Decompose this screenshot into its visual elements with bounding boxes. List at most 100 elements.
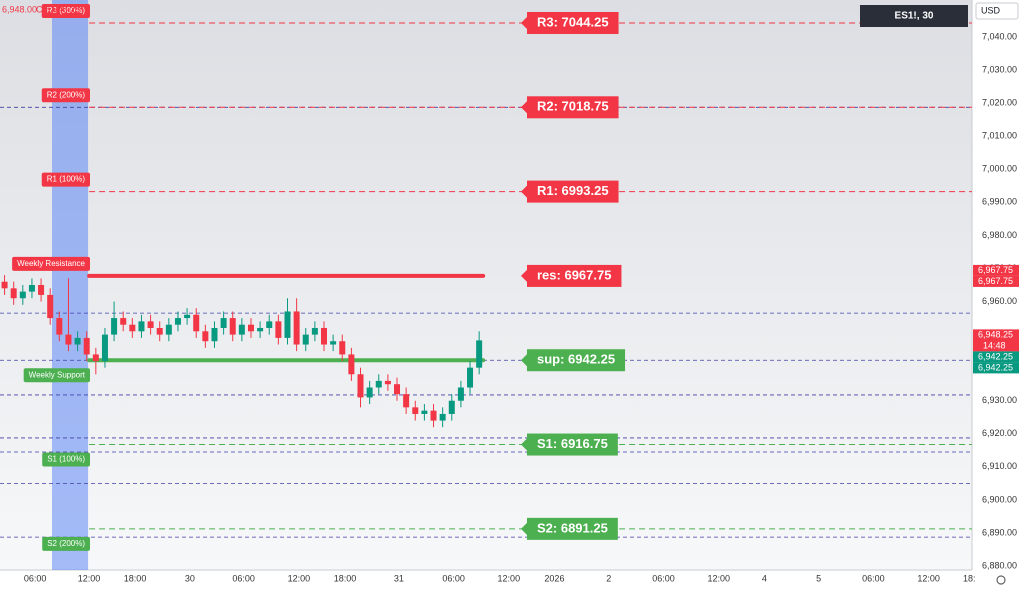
y-tick-label: 6,900.00 <box>982 494 1017 504</box>
pivot-label-box <box>12 256 90 271</box>
pivot-label: Weekly Support <box>29 370 86 379</box>
header-open: 6,948.00 <box>2 4 37 14</box>
candle-body <box>47 294 54 319</box>
level-label-box <box>527 433 618 456</box>
x-tick-label: 31 <box>394 573 404 583</box>
candle-body <box>375 380 382 388</box>
pivot-label: Weekly Resistance <box>17 259 85 268</box>
candle-body <box>28 285 35 292</box>
price-tag-label: 6,967.75 <box>978 265 1013 275</box>
x-tick-label: 12:00 <box>707 573 730 583</box>
currency-box[interactable] <box>975 2 1019 20</box>
candle-body <box>457 387 464 401</box>
price-tag-label: 6,948.25 <box>978 329 1013 339</box>
level-label-box <box>527 180 619 203</box>
pivot-label-box <box>41 3 90 18</box>
candle-body <box>38 285 45 295</box>
session-highlight <box>52 0 89 570</box>
level-label-box <box>527 96 619 119</box>
y-tick-label: 6,910.00 <box>982 461 1017 471</box>
pivot-label-box <box>41 88 90 103</box>
y-tick-label: 7,040.00 <box>982 31 1017 41</box>
pivot-label-box <box>42 452 90 467</box>
candle-body <box>120 318 127 325</box>
candle-body <box>321 327 327 345</box>
label-layer: 6,880.00 6,890.00 6,900.00 6,910.00 6,920.00… <box>12 3 1019 583</box>
symbol[interactable]: ES1!, 30 <box>895 11 934 22</box>
candle-body <box>339 341 346 355</box>
symbol-box[interactable] <box>860 5 968 27</box>
candle-body <box>10 288 17 299</box>
level-label: res: 6967.75 <box>537 267 611 282</box>
x-tick-label: 5 <box>816 573 821 583</box>
candle-body <box>83 337 90 355</box>
candle-body <box>74 337 81 345</box>
price-tag-label: 6,967.75 <box>978 276 1013 286</box>
candle-body <box>220 318 227 328</box>
y-tick-label: 6,890.00 <box>982 527 1017 537</box>
level-label-arrow <box>521 16 527 29</box>
level-label: R1: 6993.25 <box>537 183 609 198</box>
candle-body <box>111 318 118 335</box>
candle-body <box>247 324 254 332</box>
candle-body <box>101 334 108 362</box>
level-label: sup: 6942.25 <box>537 352 615 367</box>
x-tick-label: 18:00 <box>334 573 357 583</box>
settings-icon[interactable] <box>996 575 1006 585</box>
price-tag <box>973 329 1019 352</box>
y-tick-label: 7,010.00 <box>982 131 1017 141</box>
currency[interactable]: USD <box>981 5 1001 15</box>
candle-body <box>421 410 428 414</box>
header-close: C 6,948.25 <box>36 4 80 14</box>
pivot-label: R1 (100%) <box>47 175 86 184</box>
plot-background <box>0 0 972 570</box>
settings-gear[interactable] <box>996 575 1006 585</box>
x-tick-label: 2 <box>606 573 611 583</box>
candle-body <box>266 321 273 328</box>
candle-body <box>165 324 172 335</box>
candle-body <box>330 341 337 345</box>
y-tick-label: 6,920.00 <box>982 428 1017 438</box>
level-label: R3: 7044.25 <box>537 14 609 29</box>
candle-body <box>357 374 364 398</box>
level-label-arrow <box>521 101 527 114</box>
candle-body <box>65 334 72 345</box>
candle-body <box>384 380 391 385</box>
candle-body <box>184 314 191 319</box>
candle-body <box>211 327 218 342</box>
candle-body <box>430 410 437 421</box>
candle-body <box>19 291 26 299</box>
pivot-label-box <box>41 172 90 187</box>
level-label-box <box>527 517 618 540</box>
candle-body <box>257 327 264 332</box>
price-tag <box>973 362 1019 374</box>
candle-body <box>193 314 200 332</box>
level-label-box <box>527 11 619 34</box>
y-tick-label: 7,000.00 <box>982 164 1017 174</box>
candle-body <box>348 354 355 375</box>
level-label: S1: 6916.75 <box>537 436 608 451</box>
candle-body <box>476 340 483 368</box>
x-tick-label: 12:00 <box>917 573 940 583</box>
candle-body <box>275 321 282 338</box>
candle-body <box>1 281 8 289</box>
price-tag <box>973 275 1019 287</box>
y-tick-label: 6,960.00 <box>982 296 1017 306</box>
candle-body <box>238 324 245 335</box>
candle-body <box>56 318 63 335</box>
candle-body <box>202 331 209 342</box>
candle-body <box>174 318 181 325</box>
candle-body <box>439 413 446 421</box>
pivot-label-box <box>42 536 90 551</box>
level-label-box <box>527 264 622 287</box>
level-label: S2: 6891.25 <box>537 520 608 535</box>
level-label-arrow <box>521 354 527 367</box>
candle-body <box>138 321 145 332</box>
x-tick-label: 30 <box>185 573 195 583</box>
candle-body <box>366 387 373 398</box>
x-tick-label: 12:00 <box>78 573 101 583</box>
candle-body <box>129 324 136 332</box>
y-tick-label: 7,030.00 <box>982 64 1017 74</box>
